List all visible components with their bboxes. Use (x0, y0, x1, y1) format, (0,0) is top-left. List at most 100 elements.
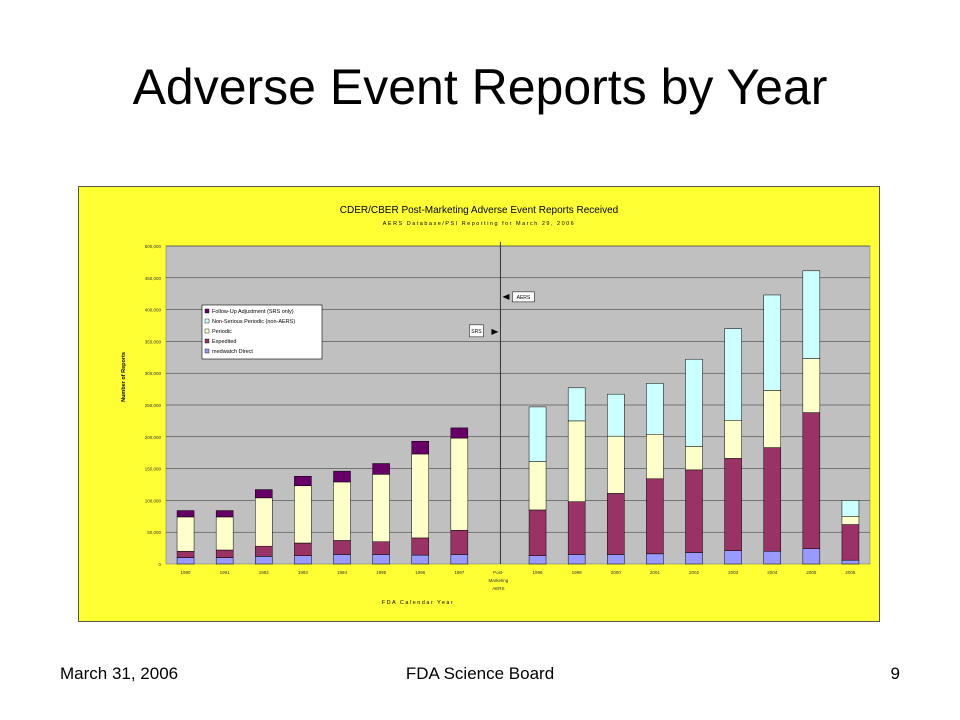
x-tick-label: AERS (492, 586, 504, 591)
legend-entry: Periodic (212, 329, 232, 335)
legend-swatch (204, 328, 210, 334)
bar-segment (372, 463, 390, 475)
legend-entry: Follow-Up Adjustment (SRS only) (212, 309, 294, 315)
legend-entry: Expedited (212, 339, 236, 345)
legend-entry: Non-Serious Periodic (non-AERS) (212, 319, 295, 325)
x-tick-label: 2002 (689, 570, 700, 575)
bar-segment (763, 447, 781, 552)
y-tick-label: 150,000 (145, 467, 162, 472)
bar-segment (841, 516, 860, 525)
bar-segment (763, 551, 781, 565)
bar-segment (255, 489, 273, 499)
chart-subtitle: AERS Database/PSI Reporting for March 29… (383, 221, 576, 227)
bar-segment (450, 437, 469, 531)
bar-segment (607, 554, 625, 565)
bar-segment (176, 516, 195, 552)
x-tick-label: 1994 (337, 570, 348, 575)
x-tick-label: 1997 (454, 570, 465, 575)
bar-segment (215, 557, 234, 565)
x-tick-label: Marketing (489, 578, 509, 583)
bar-segment (294, 542, 312, 556)
x-tick-label: 1992 (259, 570, 270, 575)
slide-title: Adverse Event Reports by Year (132, 59, 828, 115)
bar-segment (646, 383, 664, 435)
footer-date: March 31, 2006 (60, 664, 179, 683)
bar-segment (372, 474, 390, 542)
y-tick-label: 450,000 (145, 276, 162, 281)
stacked-bar-chart: CDER/CBER Post-Marketing Adverse Event R… (121, 205, 871, 606)
y-axis-label: Number of Reports (121, 352, 127, 402)
bar-segment (528, 406, 547, 462)
bar-segment (528, 555, 547, 565)
x-tick-label: 1998 (533, 570, 544, 575)
bar-segment (685, 469, 703, 553)
legend-swatch (204, 318, 210, 324)
bar-segment (763, 390, 781, 448)
bar-segment (333, 540, 351, 555)
bar-segment (528, 509, 547, 556)
bar-segment (176, 510, 195, 518)
bar-segment (215, 510, 234, 518)
legend-swatch (204, 308, 210, 314)
bar-segment (255, 497, 273, 547)
x-tick-label: 2004 (767, 570, 778, 575)
bar-segment (841, 524, 860, 561)
bar-segment (607, 493, 625, 555)
y-tick-label: 250,000 (145, 403, 162, 408)
x-tick-label: 2000 (611, 570, 622, 575)
bar-segment (255, 545, 273, 557)
legend-swatch (204, 338, 210, 344)
x-tick-label: 1990 (181, 570, 192, 575)
bar-segment (802, 270, 821, 359)
bar-segment (450, 427, 469, 439)
bar-segment (411, 537, 429, 556)
x-tick-label: 2001 (650, 570, 661, 575)
y-tick-label: 0 (158, 562, 161, 567)
bar-segment (294, 555, 312, 565)
srs-callout-box (469, 324, 484, 338)
aers-callout-label: AERS (517, 295, 531, 301)
bar-segment (763, 294, 781, 391)
bar-segment (841, 500, 860, 517)
bar-segment (215, 516, 234, 551)
bar-segment (215, 549, 234, 558)
bar-segment (607, 435, 625, 494)
bar-segment (646, 478, 664, 555)
y-tick-label: 200,000 (145, 435, 162, 440)
legend-box (201, 304, 323, 360)
x-tick-label: 2003 (728, 570, 739, 575)
bar-segment (802, 548, 821, 565)
y-tick-label: 500,000 (145, 244, 162, 249)
bar-segment (411, 554, 429, 565)
bar-segment (450, 530, 469, 555)
x-tick-label: 2005 (806, 570, 817, 575)
bar-segment (802, 358, 821, 413)
srs-arrow-icon (491, 328, 499, 335)
x-tick-label: 1993 (298, 570, 309, 575)
bar-segment (567, 501, 586, 555)
y-tick-label: 350,000 (145, 339, 162, 344)
bar-segment (294, 475, 312, 487)
bar-segment (176, 551, 195, 558)
bar-segment (567, 420, 586, 502)
bar-segment (841, 559, 860, 565)
aers-callout-box (512, 291, 535, 303)
y-tick-label: 100,000 (145, 498, 162, 503)
page-number: 9 (890, 664, 900, 683)
bar-segment (176, 557, 195, 565)
bar-segment (411, 453, 429, 539)
x-tick-label: 1991 (220, 570, 231, 575)
bar-segment (333, 481, 351, 541)
bar-segment (724, 550, 742, 565)
bar-segment (685, 446, 703, 471)
y-tick-label: 300,000 (145, 371, 162, 376)
bar-segment (294, 485, 312, 544)
footer-organization: FDA Science Board (405, 664, 555, 683)
chart-title: CDER/CBER Post-Marketing Adverse Event R… (340, 205, 618, 216)
bar-segment (372, 554, 390, 565)
bar-segment (567, 554, 586, 565)
aers-arrow-icon (502, 293, 510, 300)
bar-segment (255, 556, 273, 565)
bar-segment (724, 420, 742, 459)
srs-callout-label: SRS (471, 329, 482, 335)
